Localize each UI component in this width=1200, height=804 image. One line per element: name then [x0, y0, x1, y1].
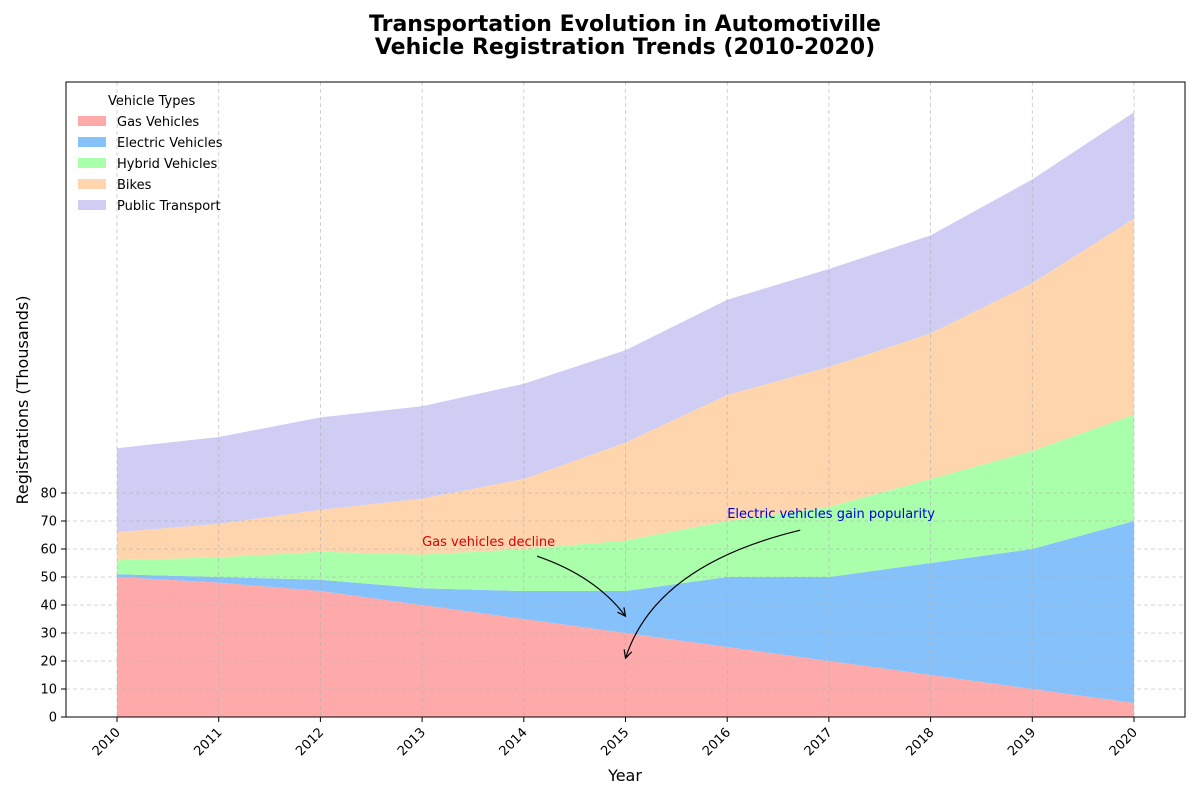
annotation-label: Gas vehicles decline: [422, 535, 555, 550]
y-tick-label: 70: [40, 515, 57, 530]
x-axis-label: Year: [607, 766, 642, 785]
x-tick-label: 2015: [598, 725, 632, 759]
area-gas-vehicles: [117, 577, 1134, 717]
y-tick-label: 30: [40, 627, 57, 642]
legend-swatch-public-transport: [78, 200, 106, 210]
x-tick-label: 2012: [293, 725, 327, 759]
legend-label-public-transport: Public Transport: [117, 199, 221, 214]
legend-label-bikes: Bikes: [117, 178, 152, 193]
x-tick-label: 2011: [192, 725, 226, 759]
x-tick-label: 2018: [903, 725, 937, 759]
y-tick-label: 0: [49, 711, 57, 726]
annotation-arrow: [626, 529, 801, 658]
legend-title: Vehicle Types: [108, 94, 195, 109]
y-tick-label: 50: [40, 571, 57, 586]
legend-label-electric-vehicles: Electric Vehicles: [117, 136, 223, 151]
y-tick-label: 10: [40, 683, 57, 698]
legend-swatch-hybrid-vehicles: [78, 158, 106, 168]
legend-label-gas-vehicles: Gas Vehicles: [117, 115, 199, 130]
x-tick-label: 2016: [700, 725, 734, 759]
x-tick-label: 2014: [497, 725, 531, 759]
area-bikes: [117, 218, 1134, 561]
legend-label-hybrid-vehicles: Hybrid Vehicles: [117, 157, 218, 172]
x-tick-label: 2020: [1107, 725, 1141, 759]
x-axis-ticks: 2010 2011 2012 2013 2014 2015 2016 2017 2018 2019…: [90, 717, 1141, 759]
annotations: Gas vehicles decline Electric vehicles ga…: [422, 507, 935, 658]
legend: Vehicle Types Gas Vehicles Electric Vehic…: [78, 94, 223, 214]
area-hybrid-vehicles: [117, 414, 1134, 591]
x-tick-label: 2017: [802, 725, 836, 759]
chart-title: Transportation Evolution in Automotivill…: [369, 12, 881, 37]
legend-swatch-gas-vehicles: [78, 116, 106, 126]
legend-swatch-bikes: [78, 179, 106, 189]
y-tick-label: 60: [40, 543, 57, 558]
grid-lines: [66, 82, 1185, 718]
annotation-arrow: [536, 555, 625, 616]
annotation-label: Electric vehicles gain popularity: [727, 507, 935, 522]
legend-swatch-electric-vehicles: [78, 137, 106, 147]
y-tick-label: 40: [40, 599, 57, 614]
chart-subtitle: Vehicle Registration Trends (2010-2020): [375, 35, 875, 60]
y-tick-label: 20: [40, 655, 57, 670]
x-tick-label: 2019: [1005, 725, 1039, 759]
area-public-transport: [117, 112, 1134, 533]
y-tick-label: 80: [40, 487, 57, 502]
y-axis-label: Registrations (Thousands): [13, 295, 32, 504]
x-tick-label: 2010: [90, 725, 124, 759]
y-axis-ticks: 0 10 20 30 40 50 60 70 80: [40, 487, 66, 726]
x-tick-label: 2013: [395, 725, 429, 759]
